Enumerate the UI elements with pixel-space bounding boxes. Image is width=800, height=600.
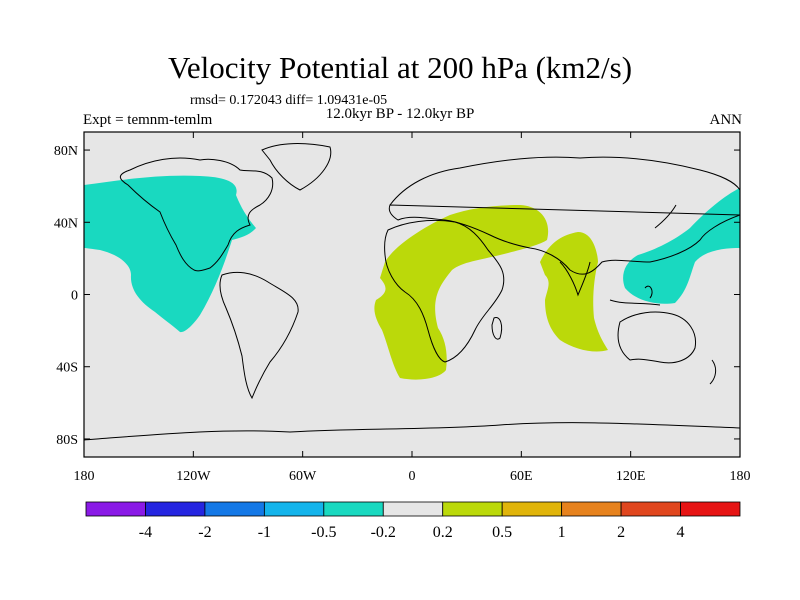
colorbar-swatch — [561, 501, 622, 517]
colorbar-label: 2 — [617, 524, 625, 541]
shaded-region-north-america-pacific — [84, 175, 256, 333]
colorbar-swatch — [263, 501, 325, 517]
experiment-label: Expt = temnm-temlm — [83, 112, 213, 128]
lat-tick-label: 0 — [71, 289, 78, 304]
colorbar: -4 -2 -1 -0.5 -0.2 0.2 0.5 1 2 4 — [85, 501, 741, 541]
plot-title: Velocity Potential at 200 hPa (km2/s) — [167, 50, 633, 85]
colorbar-swatch — [145, 501, 206, 517]
lat-tick-label: 40S — [56, 361, 78, 376]
colorbar-swatch — [85, 501, 146, 517]
colorbar-swatch — [501, 501, 563, 517]
colorbar-label: -0.2 — [371, 524, 396, 541]
latitude-axis: 80N 40N 0 40S 80S — [54, 144, 740, 448]
colorbar-label: 4 — [677, 524, 685, 541]
colorbar-label: -4 — [139, 524, 152, 541]
coastlines — [84, 143, 740, 441]
lon-tick-label: 0 — [409, 469, 416, 484]
lon-tick-label: 60W — [289, 469, 317, 484]
colorbar-swatch — [680, 501, 741, 517]
lon-tick-label: 60E — [510, 469, 533, 484]
colorbar-label: -2 — [198, 524, 211, 541]
season-label: ANN — [709, 112, 743, 128]
colorbar-label: 0.2 — [433, 524, 453, 541]
colorbar-label: -0.5 — [311, 524, 336, 541]
shaded-region-africa-atlantic — [374, 205, 549, 380]
lon-tick-label: 120E — [616, 469, 646, 484]
lon-tick-label: 180 — [730, 469, 751, 484]
colorbar-label: 1 — [558, 524, 566, 541]
colorbar-swatch — [204, 501, 265, 517]
lon-tick-label: 180 — [74, 469, 95, 484]
plot-subtitle: 12.0kyr BP - 12.0kyr BP — [325, 106, 475, 122]
colorbar-swatch — [323, 501, 384, 517]
shaded-region-west-pacific — [623, 188, 740, 304]
lat-tick-label: 80N — [54, 144, 78, 159]
colorbar-swatch — [382, 501, 444, 517]
lat-tick-label: 80S — [56, 433, 78, 448]
shaded-region-indian-ocean — [540, 232, 608, 352]
colorbar-swatch — [620, 501, 681, 517]
lon-tick-label: 120W — [176, 469, 211, 484]
colorbar-swatch — [442, 501, 503, 517]
lat-tick-label: 40N — [54, 216, 78, 231]
stats-text: rmsd= 0.172043 diff= 1.09431e-05 — [190, 93, 388, 108]
colorbar-label: -1 — [258, 524, 271, 541]
colorbar-label: 0.5 — [492, 524, 512, 541]
longitude-axis: 180 120W 60W 0 60E 120E 180 — [74, 132, 751, 484]
